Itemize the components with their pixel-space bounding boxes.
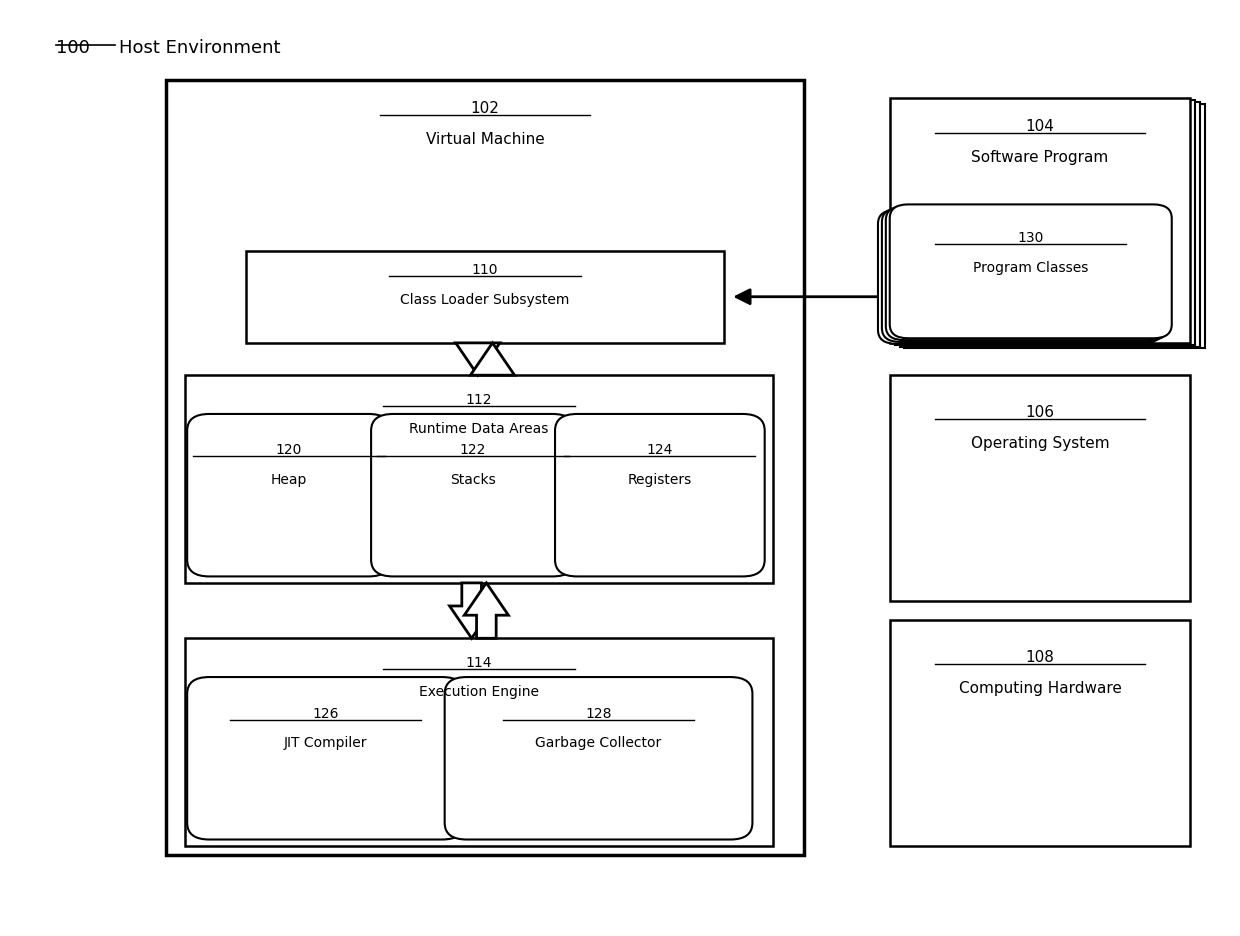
- Bar: [166, 80, 804, 856]
- Text: Stacks: Stacks: [450, 473, 496, 487]
- FancyBboxPatch shape: [885, 207, 1168, 341]
- Text: 122: 122: [460, 443, 486, 457]
- Bar: [904, 105, 1205, 349]
- Text: 102: 102: [471, 101, 500, 116]
- Polygon shape: [464, 583, 508, 638]
- Text: 110: 110: [472, 263, 498, 277]
- Text: Registers: Registers: [627, 473, 692, 487]
- Text: Software Program: Software Program: [971, 150, 1109, 165]
- Polygon shape: [470, 344, 515, 375]
- Text: Computing Hardware: Computing Hardware: [959, 680, 1121, 695]
- Bar: [890, 375, 1190, 602]
- Text: 108: 108: [1025, 650, 1054, 665]
- Bar: [894, 101, 1195, 345]
- FancyBboxPatch shape: [187, 415, 391, 577]
- Polygon shape: [456, 344, 500, 375]
- Text: Execution Engine: Execution Engine: [419, 685, 539, 698]
- Text: JIT Compiler: JIT Compiler: [284, 736, 367, 750]
- Bar: [246, 251, 724, 344]
- Bar: [890, 621, 1190, 846]
- FancyBboxPatch shape: [445, 678, 753, 840]
- Text: Runtime Data Areas: Runtime Data Areas: [409, 422, 548, 436]
- Text: Virtual Machine: Virtual Machine: [425, 131, 544, 146]
- Text: Heap: Heap: [270, 473, 308, 487]
- FancyBboxPatch shape: [556, 415, 765, 577]
- FancyBboxPatch shape: [371, 415, 574, 577]
- Text: Garbage Collector: Garbage Collector: [536, 736, 662, 750]
- Bar: [899, 103, 1200, 347]
- Text: Host Environment: Host Environment: [119, 39, 280, 57]
- FancyBboxPatch shape: [187, 678, 464, 840]
- Text: 112: 112: [466, 392, 492, 406]
- Text: 130: 130: [1018, 231, 1044, 245]
- Bar: [185, 638, 774, 846]
- FancyBboxPatch shape: [882, 209, 1164, 343]
- Text: 120: 120: [275, 443, 303, 457]
- FancyBboxPatch shape: [890, 205, 1172, 339]
- Text: 128: 128: [585, 706, 611, 720]
- Polygon shape: [450, 583, 494, 638]
- Text: Program Classes: Program Classes: [973, 260, 1089, 274]
- Text: Class Loader Subsystem: Class Loader Subsystem: [401, 293, 570, 307]
- Text: 126: 126: [312, 706, 339, 720]
- Text: 100: 100: [56, 39, 89, 57]
- Bar: [185, 375, 774, 583]
- Text: Operating System: Operating System: [971, 436, 1110, 451]
- Text: 124: 124: [647, 443, 673, 457]
- Text: 104: 104: [1025, 119, 1054, 134]
- Text: 106: 106: [1025, 405, 1054, 420]
- Text: 114: 114: [466, 655, 492, 669]
- FancyBboxPatch shape: [878, 211, 1159, 344]
- Bar: [890, 99, 1190, 344]
